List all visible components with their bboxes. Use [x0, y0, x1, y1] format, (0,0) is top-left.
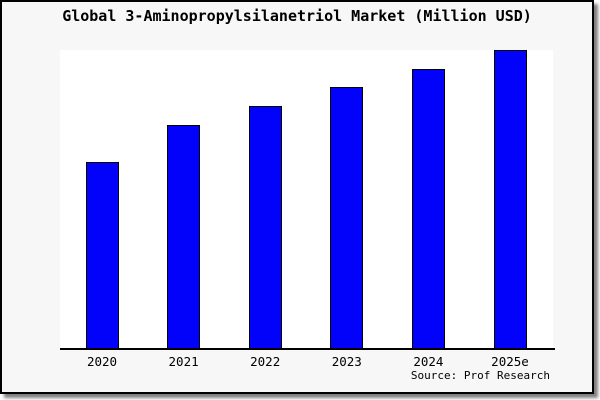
plot-area	[60, 50, 553, 350]
chart-title: Global 3-Aminopropylsilanetriol Market (…	[62, 7, 532, 25]
bar-2022	[248, 106, 282, 350]
bar-2023	[330, 86, 364, 350]
bar-2021	[167, 125, 201, 350]
x-tick-2024: 2024	[413, 354, 444, 369]
source-credit: Source: Prof Research	[410, 369, 550, 382]
x-tick-2020: 2020	[86, 354, 118, 369]
x-tick-2023: 2023	[331, 354, 362, 369]
chart-frame: Global 3-Aminopropylsilanetriol Market (…	[0, 0, 594, 394]
bar-2020	[85, 161, 119, 350]
x-tick-2025e: 2025e	[491, 354, 529, 369]
x-axis-line	[60, 348, 555, 350]
x-tick-2022: 2022	[250, 354, 281, 369]
x-tick-2021: 2021	[168, 354, 199, 369]
bar-2024	[411, 68, 445, 350]
bar-2025e	[493, 50, 527, 350]
